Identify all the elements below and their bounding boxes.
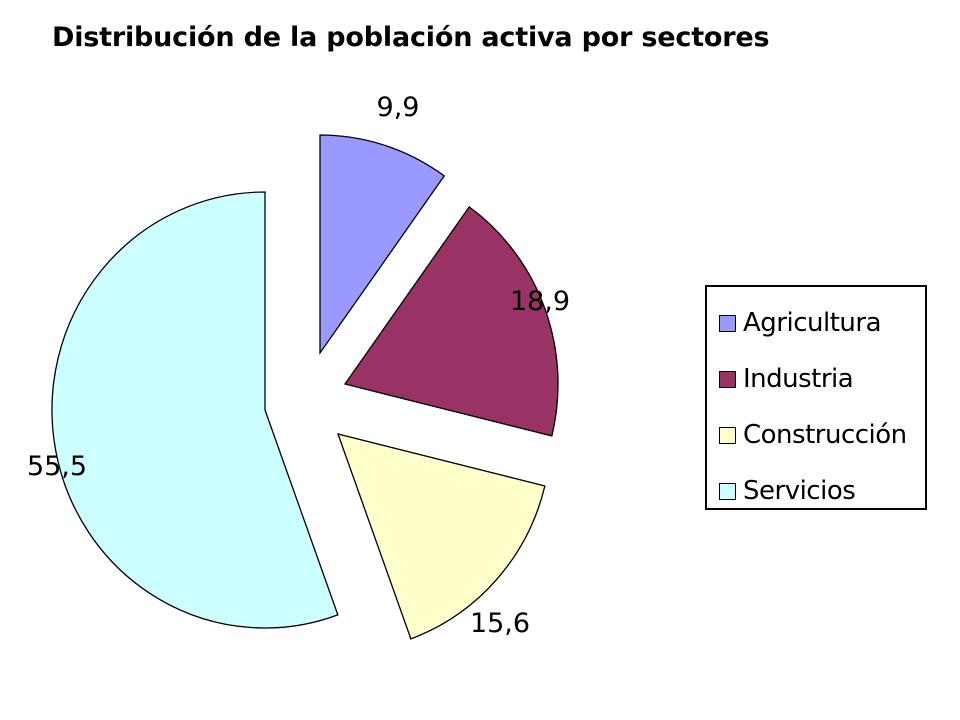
pie-slice-industria — [343, 205, 559, 437]
legend-swatch-construccion — [719, 426, 736, 444]
pie-slice-servicios — [51, 191, 339, 629]
legend-swatch-servicios — [719, 482, 736, 500]
legend-swatch-agricultura — [719, 314, 736, 332]
legend-label-industria: Industria — [743, 364, 854, 394]
data-label-industria: 18,9 — [510, 286, 570, 317]
legend-item-servicios: Servicios — [719, 473, 856, 509]
legend-label-construccion: Construcción — [743, 420, 907, 450]
legend-item-agricultura: Agricultura — [719, 305, 882, 341]
legend-label-agricultura: Agricultura — [743, 308, 882, 338]
legend-item-construccion: Construcción — [719, 417, 907, 453]
data-label-agricultura: 9,9 — [377, 92, 420, 123]
pie-slice-agricultura — [319, 134, 446, 356]
legend-swatch-industria — [719, 370, 736, 388]
pie-slice-construccion — [336, 433, 546, 640]
legend-item-industria: Industria — [719, 361, 854, 397]
legend: Agricultura Industria Construcción Servi… — [705, 285, 927, 510]
legend-label-servicios: Servicios — [743, 476, 856, 506]
data-label-servicios: 55,5 — [27, 451, 87, 482]
chart-title: Distribución de la población activa por … — [52, 22, 770, 53]
data-label-construccion: 15,6 — [470, 608, 530, 639]
